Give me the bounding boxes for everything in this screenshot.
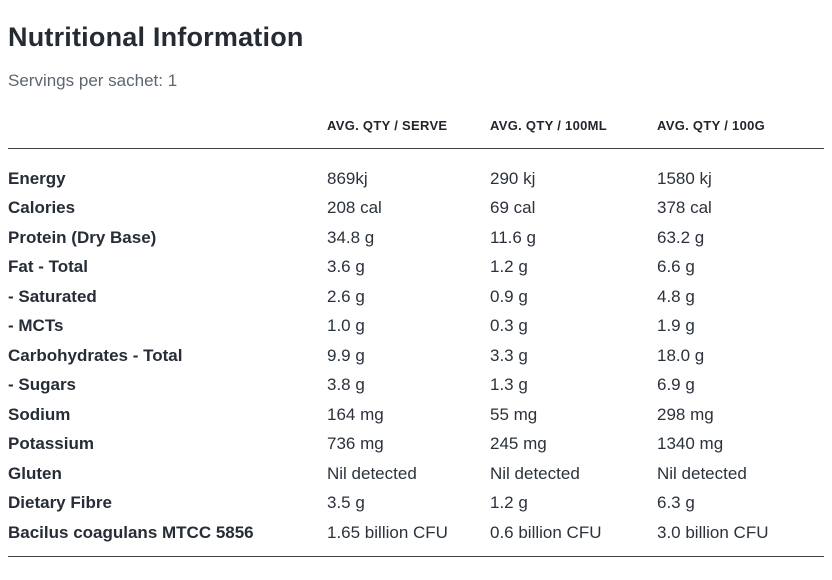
table-row: - Saturated 2.6 g 0.9 g 4.8 g: [8, 281, 824, 311]
table-row: Potassium 736 mg 245 mg 1340 mg: [8, 429, 824, 459]
table-row: Bacilus coagulans MTCC 5856 1.65 billion …: [8, 517, 824, 547]
nutrient-label: Gluten: [8, 463, 62, 483]
table-row: Sodium 164 mg 55 mg 298 mg: [8, 399, 824, 429]
nutrient-value: 1.3 g: [490, 375, 528, 395]
page-title: Nutritional Information: [8, 22, 304, 52]
nutrient-value: 1340 mg: [657, 434, 724, 454]
nutrient-value: 208 cal: [327, 198, 382, 218]
nutrient-value: 0.6 billion CFU: [490, 522, 602, 542]
nutrient-value: 6.9 g: [657, 375, 695, 395]
nutrient-value: 2.6 g: [327, 286, 365, 306]
nutrient-value: 4.8 g: [657, 286, 695, 306]
nutrient-value: 3.5 g: [327, 493, 365, 513]
nutrition-table: AVG. QTY / SERVE AVG. QTY / 100ML AVG. Q…: [8, 109, 824, 557]
nutrient-value: 0.9 g: [490, 286, 528, 306]
nutrient-label: Calories: [8, 198, 76, 218]
nutrient-label: Sodium: [8, 404, 71, 424]
nutrient-value: 3.0 billion CFU: [657, 522, 769, 542]
nutrient-value: 6.3 g: [657, 493, 695, 513]
nutrient-value: 1.2 g: [490, 257, 528, 277]
nutrient-value: 3.3 g: [490, 345, 528, 365]
nutrient-label: Bacilus coagulans MTCC 5856: [8, 522, 254, 542]
nutrient-label: Fat - Total: [8, 257, 88, 277]
nutrient-value: 11.6 g: [490, 227, 537, 247]
table-row: Fat - Total 3.6 g 1.2 g 6.6 g: [8, 252, 824, 282]
nutrient-value: 1.9 g: [657, 316, 695, 336]
nutrient-value: Nil detected: [657, 463, 747, 483]
table-row: Carbohydrates - Total 9.9 g 3.3 g 18.0 g: [8, 340, 824, 370]
table-row: Protein (Dry Base) 34.8 g 11.6 g 63.2 g: [8, 222, 824, 252]
table-row: Energy 869kj 290 kj 1580 kj: [8, 163, 824, 193]
table-row: - MCTs 1.0 g 0.3 g 1.9 g: [8, 311, 824, 341]
table-row: - Sugars 3.8 g 1.3 g 6.9 g: [8, 370, 824, 400]
nutrient-label: Dietary Fibre: [8, 493, 112, 513]
nutrient-value: 69 cal: [490, 198, 536, 218]
nutrient-value: 298 mg: [657, 404, 714, 424]
nutrient-value: 3.8 g: [327, 375, 365, 395]
column-header-avg-qty-100ml: AVG. QTY / 100ML: [490, 118, 608, 134]
nutrient-value: 55 mg: [490, 404, 538, 424]
nutrient-value: 34.8 g: [327, 227, 375, 247]
nutrient-value: 9.9 g: [327, 345, 365, 365]
nutrient-label: Protein (Dry Base): [8, 227, 157, 247]
nutrient-value: 164 mg: [327, 404, 384, 424]
column-header-avg-qty-100g: AVG. QTY / 100G: [657, 118, 766, 134]
nutrient-value: 63.2 g: [657, 227, 705, 247]
nutrient-value: Nil detected: [490, 463, 580, 483]
nutrient-value: 245 mg: [490, 434, 547, 454]
nutrient-value: 869kj: [327, 168, 368, 188]
nutrient-label: - Sugars: [8, 375, 77, 395]
nutrient-value: 736 mg: [327, 434, 384, 454]
nutrient-value: 18.0 g: [657, 345, 705, 365]
table-row: Gluten Nil detected Nil detected Nil detect…: [8, 458, 824, 488]
nutrient-value: 0.3 g: [490, 316, 528, 336]
nutrient-value: 1580 kj: [657, 168, 712, 188]
nutrient-value: 6.6 g: [657, 257, 695, 277]
nutrient-label: Carbohydrates - Total: [8, 345, 183, 365]
column-header-avg-qty-serve: AVG. QTY / SERVE: [327, 118, 448, 134]
nutrient-value: 1.65 billion CFU: [327, 522, 448, 542]
nutrient-value: 290 kj: [490, 168, 536, 188]
table-body: Energy 869kj 290 kj 1580 kj Calories 208 cal 6…: [8, 149, 824, 557]
table-row: Dietary Fibre 3.5 g 1.2 g 6.3 g: [8, 488, 824, 518]
table-row: Calories 208 cal 69 cal 378 cal: [8, 193, 824, 223]
table-header-row: AVG. QTY / SERVE AVG. QTY / 100ML AVG. Q…: [8, 109, 824, 150]
nutrient-label: Energy: [8, 168, 66, 188]
nutrient-value: 3.6 g: [327, 257, 365, 277]
nutrient-label: - MCTs: [8, 316, 64, 336]
servings-per-sachet-text: Servings per sachet: 1: [8, 71, 178, 91]
nutrient-label: Potassium: [8, 434, 94, 454]
nutrient-value: 1.2 g: [490, 493, 528, 513]
nutrient-value: Nil detected: [327, 463, 417, 483]
nutrient-label: - Saturated: [8, 286, 97, 306]
nutrient-value: 1.0 g: [327, 316, 365, 336]
nutrition-panel: Nutritional Information Servings per sac…: [8, 22, 824, 557]
nutrient-value: 378 cal: [657, 198, 712, 218]
